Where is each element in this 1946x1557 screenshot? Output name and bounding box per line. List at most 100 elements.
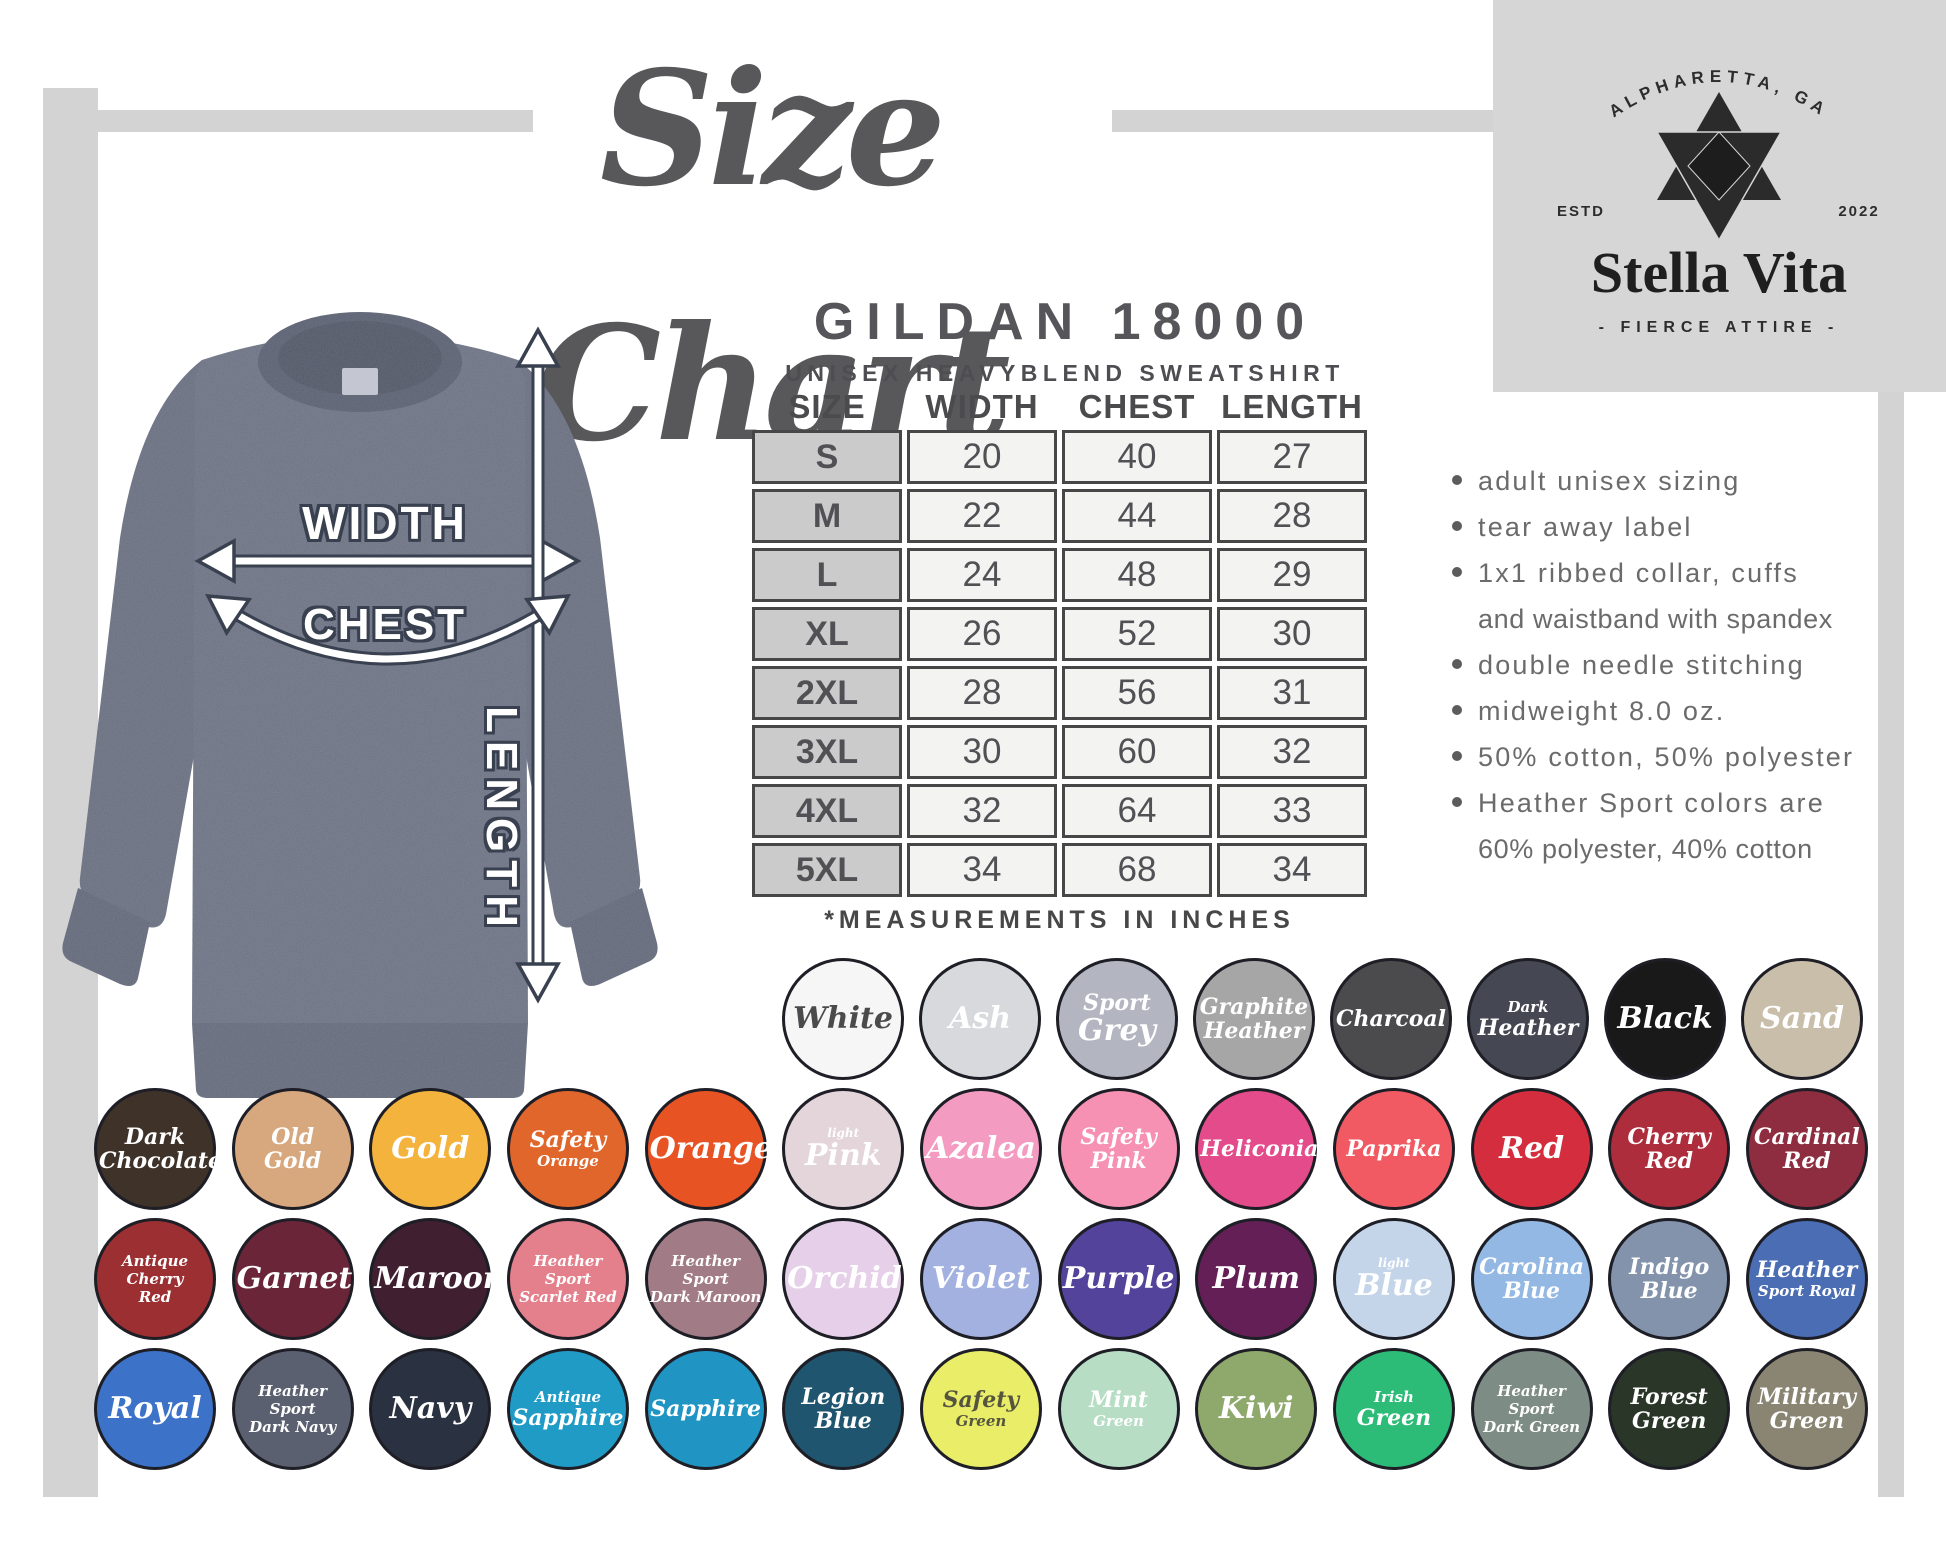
feature-line: 50% cotton, 50% polyester bbox=[1478, 742, 1855, 772]
size-cell: 2XL bbox=[752, 666, 902, 720]
swatch-garnet: Garnet bbox=[231, 1218, 354, 1340]
bullet-dot-icon bbox=[1452, 751, 1462, 761]
swatch-sapphire: Sapphire bbox=[644, 1348, 767, 1470]
swatch-label: Heather Sport Scarlet Red bbox=[512, 1252, 624, 1306]
size-cell: L bbox=[752, 548, 902, 602]
brand-name: Stella Vita bbox=[1591, 240, 1847, 305]
swatch-label-line: Heather Sport bbox=[671, 1252, 740, 1288]
swatch-ash: Ash bbox=[919, 958, 1041, 1080]
swatch-label: Sport Grey bbox=[1061, 991, 1173, 1047]
value-cell: 64 bbox=[1062, 784, 1212, 838]
swatch-label: Violet bbox=[925, 1263, 1037, 1295]
swatch-sport-grey: Sport Grey bbox=[1056, 958, 1178, 1080]
swatch-maroon: Maroon bbox=[369, 1218, 505, 1340]
swatch-label-line: Black bbox=[1617, 1001, 1713, 1036]
product-description: UNISEX HEAVYBLEND SWEATSHIRT bbox=[785, 360, 1345, 386]
swatch-label: Mint Green bbox=[1063, 1388, 1175, 1430]
swatch-label-line: Dark Maroon bbox=[649, 1288, 762, 1306]
value-cell: 33 bbox=[1217, 784, 1367, 838]
value-cell: 52 bbox=[1062, 607, 1212, 661]
swatch-label-line: Purple bbox=[1062, 1261, 1175, 1296]
value-cell: 40 bbox=[1062, 430, 1212, 484]
swatch-label-line: Sport Royal bbox=[1757, 1282, 1856, 1300]
bullet-dot-icon bbox=[1452, 521, 1462, 531]
feature-line: tear away label bbox=[1478, 512, 1693, 542]
swatch-label-line: Gold bbox=[264, 1148, 322, 1174]
value-cell: 44 bbox=[1062, 489, 1212, 543]
chest-arrowhead-right bbox=[523, 593, 571, 637]
product-heading: GILDAN 18000 UNISEX HEAVYBLEND SWEATSHIR… bbox=[745, 292, 1385, 387]
swatch-label-line: Military bbox=[1757, 1384, 1856, 1410]
swatch-cherry-red: Cherry Red bbox=[1608, 1088, 1731, 1210]
swatch-label-line: Safety bbox=[529, 1127, 607, 1153]
swatch-label-line: Mint bbox=[1089, 1387, 1149, 1413]
swatch-label-line: Violet bbox=[931, 1261, 1031, 1296]
swatch-label-line: Red bbox=[1783, 1148, 1831, 1174]
swatch-violet: Violet bbox=[919, 1218, 1042, 1340]
merkaba-star-icon bbox=[1655, 92, 1783, 242]
swatch-antique-sapphire: Antique Sapphire bbox=[506, 1348, 629, 1470]
swatch-label-line: Pink bbox=[805, 1137, 882, 1173]
swatch-charcoal: Charcoal bbox=[1330, 958, 1452, 1080]
logo-estd-label: ESTD bbox=[1557, 203, 1605, 220]
column-header-size: SIZE bbox=[788, 388, 866, 425]
sweatshirt-illustration bbox=[62, 312, 658, 1098]
frame-top-right-line bbox=[1112, 110, 1493, 132]
swatch-dark-heather: Dark Heather bbox=[1467, 958, 1589, 1080]
bullet-dot-icon bbox=[1452, 659, 1462, 669]
value-cell: 24 bbox=[907, 548, 1057, 602]
swatch-label-line: Orchid bbox=[787, 1261, 902, 1296]
value-cell: 32 bbox=[907, 784, 1057, 838]
swatch-label-line: Heather Sport bbox=[258, 1382, 328, 1418]
value-cell: 28 bbox=[907, 666, 1057, 720]
measurement-arrows bbox=[194, 326, 582, 1004]
column-header-width: WIDTH bbox=[925, 388, 1039, 425]
swatch-label-line: Ash bbox=[949, 1001, 1011, 1036]
swatch-label-line: Dark bbox=[1507, 998, 1549, 1016]
swatch-label: light Blue bbox=[1338, 1256, 1450, 1302]
swatch-antique-cherry-red: Antique Cherry Red bbox=[94, 1218, 216, 1340]
size-cell: 5XL bbox=[752, 843, 902, 897]
swatch-label-line: Heliconia bbox=[1200, 1136, 1319, 1162]
value-cell: 26 bbox=[907, 607, 1057, 661]
swatch-label: Heather Sport Dark Navy bbox=[237, 1382, 349, 1436]
logo-estd-year: 2022 bbox=[1838, 203, 1879, 220]
value-cell: 31 bbox=[1217, 666, 1367, 720]
swatch-label-line: Green bbox=[955, 1412, 1007, 1430]
swatch-label: Military Green bbox=[1751, 1385, 1863, 1433]
swatch-safety-orange: Safety Orange bbox=[506, 1088, 629, 1210]
swatch-label-line: Green bbox=[1632, 1408, 1707, 1434]
swatch-label-line: Blue bbox=[1640, 1278, 1698, 1304]
swatch-label: light Pink bbox=[787, 1126, 899, 1173]
swatch-label-line: Antique bbox=[121, 1252, 189, 1270]
length-arrowhead-bottom bbox=[515, 962, 561, 1004]
swatch-light-blue: light Blue bbox=[1332, 1218, 1455, 1340]
swatch-label-line: Orange bbox=[537, 1152, 599, 1170]
swatch-purple: Purple bbox=[1057, 1218, 1180, 1340]
feature-item: Heather Sport colors are 60% polyester, 4… bbox=[1452, 780, 1902, 872]
swatch-label-line: Sport bbox=[1083, 990, 1151, 1016]
value-cell: 48 bbox=[1062, 548, 1212, 602]
value-cell: 22 bbox=[907, 489, 1057, 543]
feature-item: double needle stitching bbox=[1452, 642, 1902, 688]
swatch-irish-green: Irish Green bbox=[1332, 1348, 1455, 1470]
frame-left-bar bbox=[43, 88, 98, 1497]
swatch-label-line: Forest bbox=[1630, 1384, 1708, 1410]
swatch-label: Forest Green bbox=[1613, 1385, 1725, 1433]
swatch-label: Heather Sport Royal bbox=[1751, 1258, 1863, 1300]
swatch-label-line: Plum bbox=[1212, 1261, 1300, 1296]
swatch-graphite-heather: Graphite Heather bbox=[1193, 958, 1315, 1080]
swatch-black: Black bbox=[1604, 958, 1726, 1080]
swatch-label-line: Cherry bbox=[126, 1270, 184, 1288]
feature-item: tear away label bbox=[1452, 504, 1902, 550]
feature-line: Heather Sport colors are bbox=[1478, 788, 1825, 818]
swatch-heather-sport-dark-navy: Heather Sport Dark Navy bbox=[231, 1348, 354, 1470]
swatch-label-line: Heather bbox=[1477, 1015, 1579, 1041]
swatch-safety-green: Safety Green bbox=[919, 1348, 1042, 1470]
swatch-label-line: Charcoal bbox=[1335, 1006, 1447, 1032]
swatch-heather-sport-dark-green: Heather Sport Dark Green bbox=[1470, 1348, 1593, 1470]
swatch-label-line: White bbox=[793, 1001, 893, 1036]
swatch-label: Azalea bbox=[925, 1133, 1037, 1165]
feature-line: adult unisex sizing bbox=[1478, 466, 1741, 496]
size-table-header: SIZE WIDTH CHEST LENGTH bbox=[752, 388, 1367, 426]
